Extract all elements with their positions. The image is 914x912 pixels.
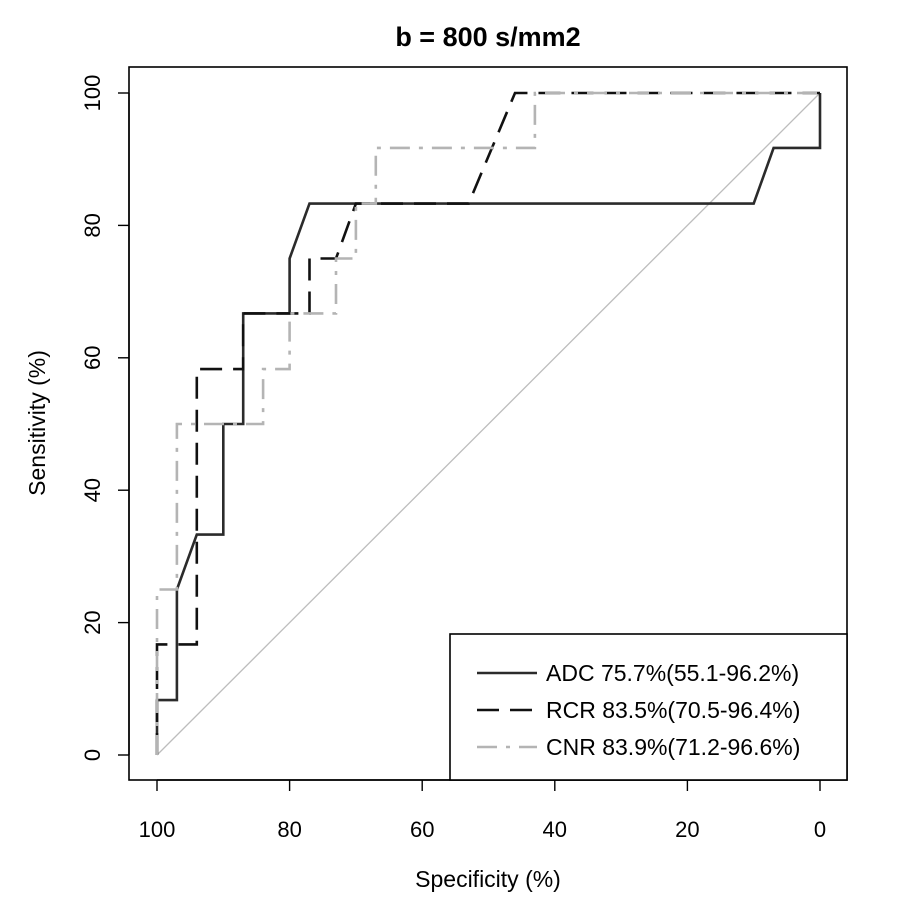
legend-label-adc: ADC 75.7%(55.1-96.2%)	[546, 660, 799, 686]
x-axis: 100 80 60 40 20 0	[139, 779, 826, 842]
chart-title: b = 800 s/mm2	[395, 22, 580, 52]
series-line-adc	[155, 93, 822, 755]
legend: ADC 75.7%(55.1-96.2%) RCR 83.5%(70.5-96.4…	[449, 633, 848, 781]
x-tick-label: 80	[277, 817, 301, 842]
legend-items: ADC 75.7%(55.1-96.2%) RCR 83.5%(70.5-96.4…	[477, 660, 800, 760]
y-tick-label: 20	[80, 610, 105, 634]
x-tick-label: 20	[675, 817, 699, 842]
legend-box	[449, 633, 848, 781]
series-line-rcr	[155, 91, 820, 755]
x-tick-label: 40	[543, 817, 567, 842]
legend-label-rcr: RCR 83.5%(70.5-96.4%)	[546, 697, 800, 723]
x-tick-label: 60	[410, 817, 434, 842]
y-axis: 0 20 40 60 80 100	[80, 75, 130, 761]
x-tick-label: 0	[814, 817, 826, 842]
series-line-cnr	[155, 91, 820, 755]
x-axis-label: Specificity (%)	[415, 866, 561, 892]
y-tick-label: 0	[80, 749, 105, 761]
y-tick-label: 80	[80, 213, 105, 237]
y-tick-label: 100	[80, 75, 105, 112]
y-tick-label: 40	[80, 478, 105, 502]
series-layer	[155, 91, 822, 755]
legend-label-cnr: CNR 83.9%(71.2-96.6%)	[546, 734, 800, 760]
y-axis-label: Sensitivity (%)	[24, 350, 50, 496]
x-tick-label: 100	[139, 817, 176, 842]
y-tick-label: 60	[80, 346, 105, 370]
